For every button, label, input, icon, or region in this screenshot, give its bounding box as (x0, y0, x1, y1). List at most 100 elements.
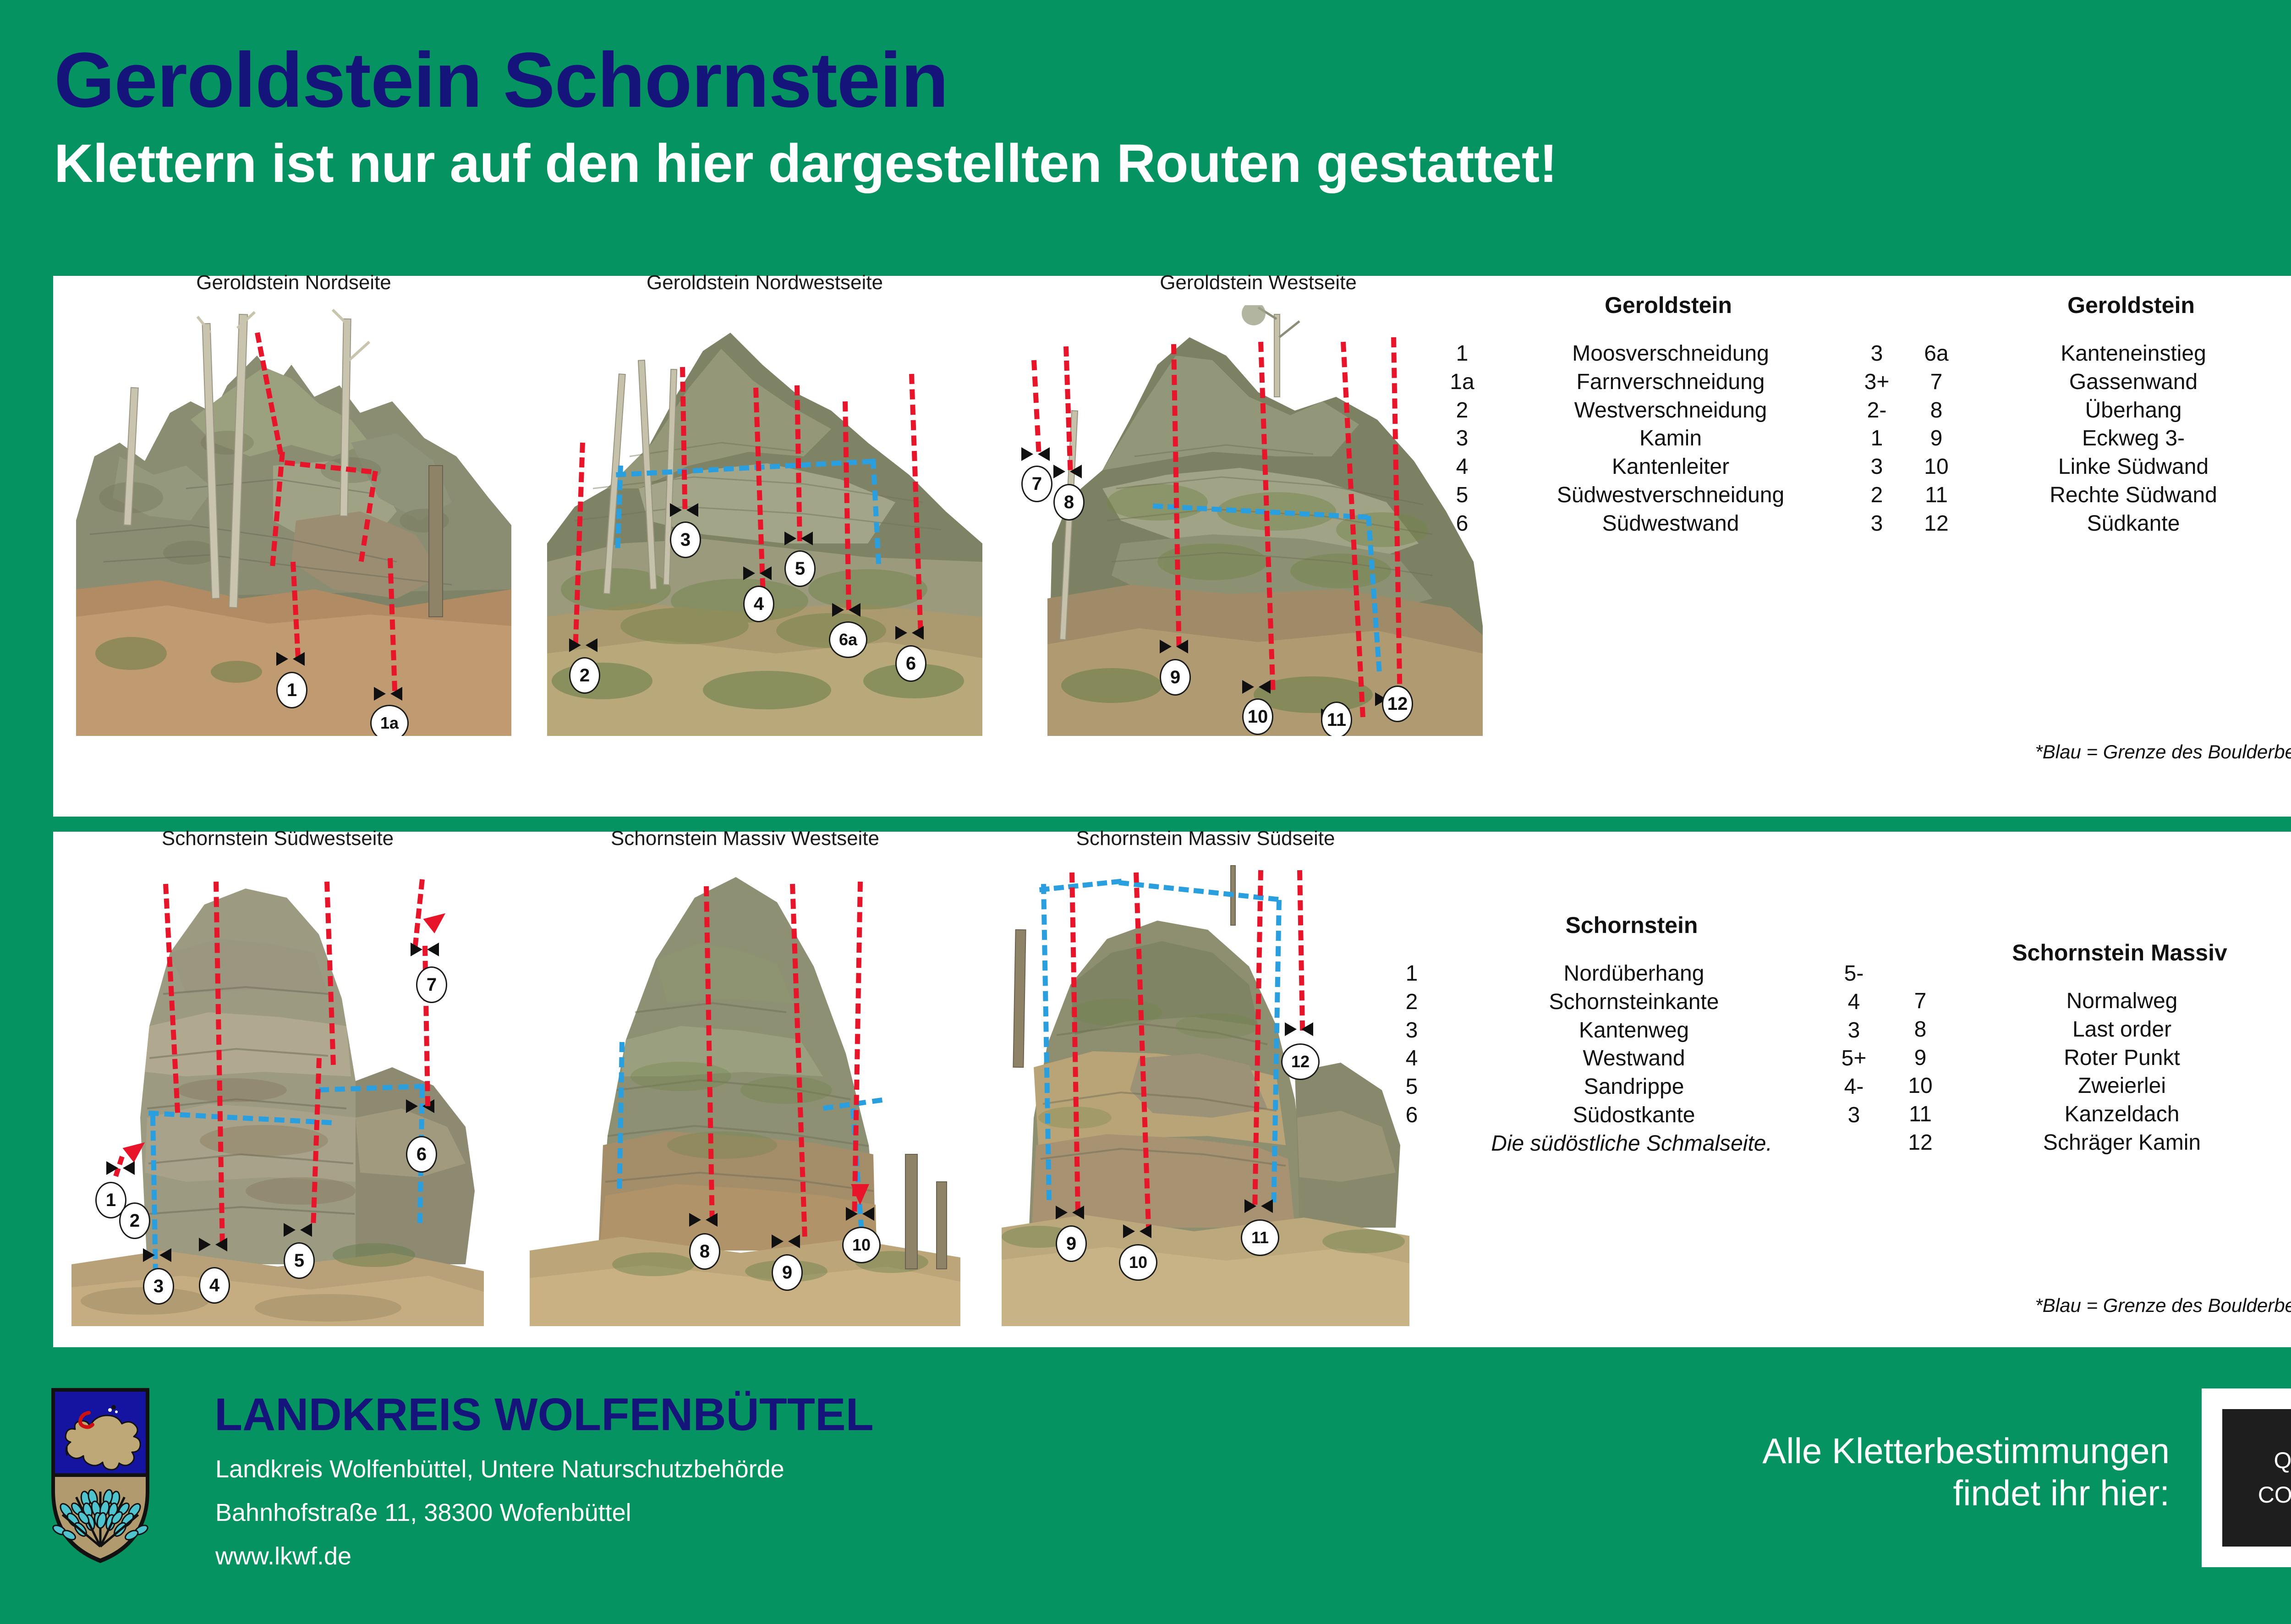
route-number-6a[interactable]: 6a (829, 621, 867, 658)
route-name: Rechte Südwand (2050, 483, 2217, 508)
route-name: Farnverschneidung (1576, 369, 1765, 394)
table-row: 3 Kamin 1 (1428, 424, 1909, 453)
route-marker-bowtie-11 (1244, 1199, 1273, 1213)
route-marker-bowtie-8 (689, 1213, 718, 1227)
route-no: 11 (1909, 1102, 1932, 1127)
schornstein-panel: Schornstein Südwestseite (53, 827, 2291, 1347)
table-row: 12Südkante3 (1902, 510, 2291, 538)
route-name: Gassenwand (2069, 369, 2198, 394)
table-row: 4 Kantenleiter 3 (1428, 453, 1909, 481)
route-name: Zweierlei (2077, 1074, 2166, 1098)
route-grade: 3+ (1864, 369, 1890, 394)
route-table: 1 Nordüberhang 5- 2 Schornsteinkante 4 3 Kant… (1377, 960, 1886, 1158)
photo-geroldstein-nordseite: 1 1a (76, 305, 511, 736)
table-row: 5 Südwestverschneidung 2 (1428, 481, 1909, 510)
route-number-11[interactable]: 11 (1241, 1219, 1279, 1256)
route-no: 4 (1456, 455, 1469, 479)
route-name: Südwestverschneidung (1557, 483, 1785, 508)
route-grade: 5- (1844, 961, 1864, 986)
route-no: 3 (1405, 1018, 1418, 1042)
route-no: 7 (1914, 989, 1927, 1013)
website-url[interactable]: www.lkwf.de (215, 1542, 352, 1570)
route-number-11[interactable]: 11 (1321, 702, 1352, 736)
route-number-10[interactable]: 10 (1242, 698, 1273, 735)
photo-caption: Geroldstein Westseite (1160, 271, 1357, 294)
route-number-1a[interactable]: 1a (370, 705, 409, 736)
route-number-12[interactable]: 12 (1382, 686, 1413, 722)
route-number-6[interactable]: 6 (406, 1136, 437, 1173)
photo-block-schornstein-massiv-westseite: Schornstein Massiv Westseite (530, 827, 960, 1326)
route-grade: 5- (2289, 1072, 2291, 1100)
route-number-9[interactable]: 9 (1160, 659, 1191, 696)
qr-code-placeholder[interactable]: QR CODE (2222, 1409, 2291, 1547)
route-marker-bowtie-9 (1160, 640, 1188, 653)
table-row: 3 Kantenweg 3 (1377, 1016, 1886, 1045)
route-name: Schornsteinkante (1549, 989, 1719, 1014)
table-row: 6 Südwestwand 3 (1428, 510, 1909, 538)
route-number-2[interactable]: 2 (569, 657, 600, 694)
route-marker-bowtie-1 (106, 1161, 135, 1175)
route-grade: 1 (1870, 426, 1883, 451)
organization-name: LANDKREIS WOLFENBÜTTEL (214, 1389, 874, 1440)
route-name: Südwestwand (1602, 511, 1739, 536)
qr-label-line-2: CODE (2258, 1482, 2291, 1508)
route-number-5[interactable]: 5 (284, 1242, 315, 1279)
route-number-8[interactable]: 8 (1053, 484, 1085, 521)
qr-code-box[interactable]: QR CODE (2202, 1388, 2291, 1567)
route-number-5[interactable]: 5 (784, 550, 816, 587)
poster-header: Geroldstein Schornstein Klettern ist nur… (54, 41, 2291, 191)
route-no: 8 (1914, 1017, 1927, 1042)
route-number-3[interactable]: 3 (670, 521, 701, 558)
table-row: 8 Last order 7- (1886, 1015, 2291, 1044)
route-grade: 3 (1847, 1103, 1860, 1128)
photo-caption: Schornstein Massiv Südseite (1076, 827, 1335, 850)
route-number-3[interactable]: 3 (143, 1268, 174, 1305)
qr-cta-line-2: findet ihr hier: (1953, 1473, 2170, 1514)
route-marker-bowtie-6 (406, 1099, 434, 1113)
table-row: 4 Westwand 5+ (1377, 1044, 1886, 1073)
photo-schornstein-suedwestseite: 1 2 3 4 5 6 7 (71, 861, 484, 1326)
route-number-9[interactable]: 9 (772, 1254, 803, 1291)
address-line-2: Bahnhofstraße 11, 38300 Wofenbüttel (215, 1499, 631, 1526)
wolfenbuettel-coat-of-arms (51, 1388, 149, 1563)
table-row: Die südöstliche Schmalseite. (1377, 1130, 1886, 1158)
photo-geroldstein-westseite: 7 8 9 10 11 12 (1020, 305, 1496, 736)
route-marker-bowtie-7 (1021, 447, 1050, 461)
photo-caption: Geroldstein Nordwestseite (646, 271, 883, 294)
route-name: Eckweg 3- (2082, 426, 2185, 451)
table-row: 11 Kanzeldach 5 (1886, 1100, 2291, 1129)
route-number-4[interactable]: 4 (199, 1267, 230, 1304)
route-number-1[interactable]: 1 (95, 1182, 126, 1218)
route-number-4[interactable]: 4 (743, 586, 774, 622)
route-name: Westverschneidung (1574, 398, 1767, 422)
route-number-6[interactable]: 6 (895, 645, 926, 682)
route-table-title: Schornstein Massiv (2012, 940, 2227, 966)
route-number-8[interactable]: 8 (689, 1233, 720, 1270)
route-table-title: Geroldstein (2067, 292, 2195, 318)
route-marker-bowtie-10 (1123, 1224, 1151, 1238)
photo-block-geroldstein-nordwestseite: Geroldstein Nordwestseite (547, 271, 982, 736)
table-row: 1a Farnverschneidung 3+ (1428, 368, 1909, 396)
route-number-12[interactable]: 12 (1281, 1043, 1320, 1080)
route-number-10[interactable]: 10 (842, 1227, 881, 1263)
route-marker-bowtie-5 (284, 1223, 312, 1237)
route-marker-bowtie-6a (832, 603, 860, 617)
route-name: Kanzeldach (2064, 1102, 2180, 1127)
page-subtitle: Klettern ist nur auf den hier dargestell… (54, 133, 1557, 194)
route-name: Kantenleiter (1611, 455, 1730, 479)
route-number-9[interactable]: 9 (1056, 1225, 1087, 1262)
route-no: 5 (1456, 483, 1469, 508)
route-number-7[interactable]: 7 (1021, 466, 1052, 502)
route-marker-bowtie-3 (670, 503, 698, 517)
route-number-10[interactable]: 10 (1119, 1244, 1157, 1281)
route-table: 1 Moosverschneidung 3 1a Farnverschneidung 3… (1428, 340, 1909, 538)
route-number-2[interactable]: 2 (119, 1202, 150, 1239)
route-number-7[interactable]: 7 (416, 966, 447, 1003)
route-name: Moosverschneidung (1572, 341, 1769, 366)
route-number-1[interactable]: 1 (276, 672, 307, 708)
route-name: Westwand (1583, 1046, 1685, 1071)
route-no: 10 (1908, 1074, 1933, 1098)
route-no: 6 (1456, 511, 1469, 536)
qr-call-to-action: Alle Kletterbestimmungen findet ihr hier… (1762, 1430, 2170, 1514)
